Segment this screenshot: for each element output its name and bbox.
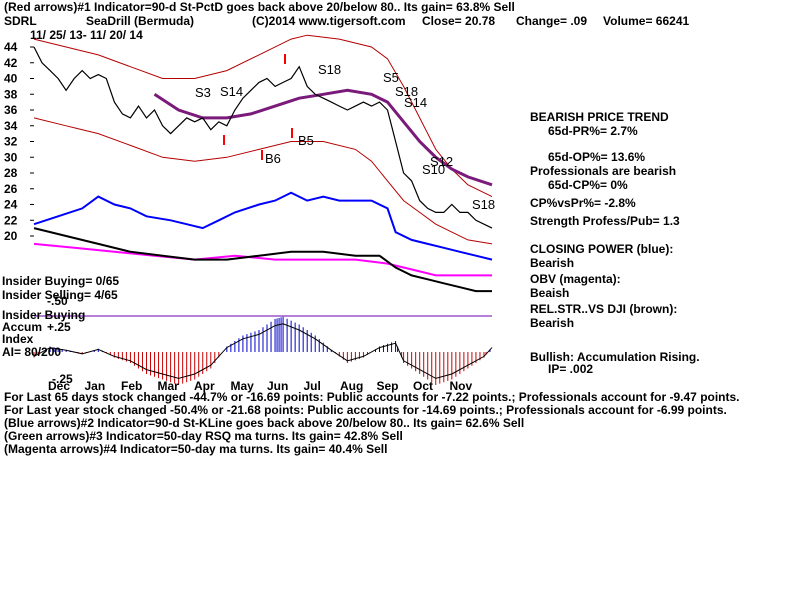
footer-line-3: (Blue arrows)#2 Indicator=90-d St-KLine … xyxy=(4,416,525,430)
signal-annotation: B6 xyxy=(265,151,281,166)
index-label: Index xyxy=(2,332,34,346)
op65: 65d-OP%= 13.6% xyxy=(548,150,646,164)
x-tick-label: Jul xyxy=(304,379,321,393)
obv-label: OBV (magenta): xyxy=(530,272,621,286)
accum-plus-label: +.25 xyxy=(47,320,71,334)
signal-annotation: S5 xyxy=(383,70,399,85)
relstr-label: REL.STR..VS DJI (brown): xyxy=(530,302,678,316)
volume-value: Volume= 66241 xyxy=(603,14,690,28)
ai-value: AI= 80/200 xyxy=(2,345,62,359)
x-tick-label: Mar xyxy=(158,379,180,393)
y-tick-label: 26 xyxy=(4,182,18,196)
signal-annotation: S18 xyxy=(395,84,418,99)
x-tick-label: Aug xyxy=(340,379,363,393)
footer-line-5: (Magenta arrows)#4 Indicator=50-day ma t… xyxy=(4,442,388,456)
price-line xyxy=(33,46,493,229)
insider-buying-2: Insider Buying xyxy=(2,308,86,322)
upper-band-line xyxy=(33,34,493,198)
relstr-line xyxy=(33,227,492,293)
x-tick-label: May xyxy=(231,379,255,393)
signal-annotation: S18 xyxy=(472,197,495,212)
y-tick-label: 36 xyxy=(4,103,18,117)
trend-title: BEARISH PRICE TREND xyxy=(530,110,669,124)
footer-line-2: For Last year stock changed -50.4% or -2… xyxy=(4,403,727,417)
cp65: 65d-CP%= 0% xyxy=(548,178,628,192)
closing-power-state: Bearish xyxy=(530,256,575,270)
y-tick-label: 38 xyxy=(4,87,18,101)
y-tick-label: 34 xyxy=(4,119,18,133)
x-tick-label: Jan xyxy=(85,379,106,393)
change-value: Change= .09 xyxy=(516,14,588,28)
ip-value: IP= .002 xyxy=(548,362,594,376)
footer-line-1: For Last 65 days stock changed -44.7% or… xyxy=(4,390,740,404)
signal-annotation: S14 xyxy=(220,84,243,99)
obv-line xyxy=(33,242,492,277)
copyright: (C)2014 www.tigersoft.com xyxy=(252,14,406,28)
signal-annotation: S14 xyxy=(404,95,427,110)
y-tick-label: 24 xyxy=(4,198,18,212)
accum-label: Accum xyxy=(2,320,43,334)
y-tick-label: 42 xyxy=(4,56,18,70)
accum-status: Bullish: Accumulation Rising. xyxy=(530,350,700,364)
obv-state: Beaish xyxy=(530,286,570,300)
x-tick-label: Apr xyxy=(194,379,215,393)
y-tick-label: 28 xyxy=(4,166,18,180)
strength-ratio: Strength Profess/Pub= 1.3 xyxy=(530,214,680,228)
signal-annotation: S18 xyxy=(318,62,341,77)
indicator-1-title: (Red arrows)#1 Indicator=90-d St-PctD go… xyxy=(4,0,515,14)
signal-annotation: S12 xyxy=(430,154,453,169)
cp-vs-pr: CP%vsPr%= -2.8% xyxy=(530,196,636,210)
symbol: SDRL xyxy=(4,14,37,28)
date-range: 11/ 25/ 13- 11/ 20/ 14 xyxy=(30,28,143,42)
x-tick-label: Jun xyxy=(267,379,288,393)
y-tick-label: 44 xyxy=(4,40,18,54)
x-tick-label: Nov xyxy=(450,379,473,393)
insider-selling: Insider Selling= 4/65 xyxy=(2,288,118,302)
ma50-line xyxy=(153,88,493,187)
y-tick-label: 30 xyxy=(4,150,18,164)
closing-power-line xyxy=(33,191,493,261)
y-tick-label: 40 xyxy=(4,72,18,86)
close-value: Close= 20.78 xyxy=(422,14,496,28)
relstr-state: Bearish xyxy=(530,316,575,330)
footer-line-4: (Green arrows)#3 Indicator=50-day RSQ ma… xyxy=(4,429,403,443)
company-name: SeaDrill (Bermuda) xyxy=(86,14,195,28)
signal-annotation: B5 xyxy=(298,133,314,148)
y-tick-label: 22 xyxy=(4,213,18,227)
professionals-status: Professionals are bearish xyxy=(530,164,677,178)
x-tick-label: Dec xyxy=(48,379,70,393)
accum-minus50-label: -.50 xyxy=(47,294,68,308)
signal-annotation: S3 xyxy=(195,85,211,100)
signal-annotation: S10 xyxy=(422,162,445,177)
accum-ma-line xyxy=(33,323,493,379)
pr65: 65d-PR%= 2.7% xyxy=(548,124,638,138)
insider-buying: Insider Buying= 0/65 xyxy=(2,274,120,288)
x-tick-label: Oct xyxy=(413,379,433,393)
x-tick-label: Sep xyxy=(377,379,399,393)
x-tick-label: Feb xyxy=(121,379,142,393)
y-tick-label: 20 xyxy=(4,229,18,243)
y-tick-label: 32 xyxy=(4,135,18,149)
lower-band-line xyxy=(33,117,493,245)
closing-power-label: CLOSING POWER (blue): xyxy=(530,242,674,256)
accum-minus25-label: -.25 xyxy=(52,372,73,386)
